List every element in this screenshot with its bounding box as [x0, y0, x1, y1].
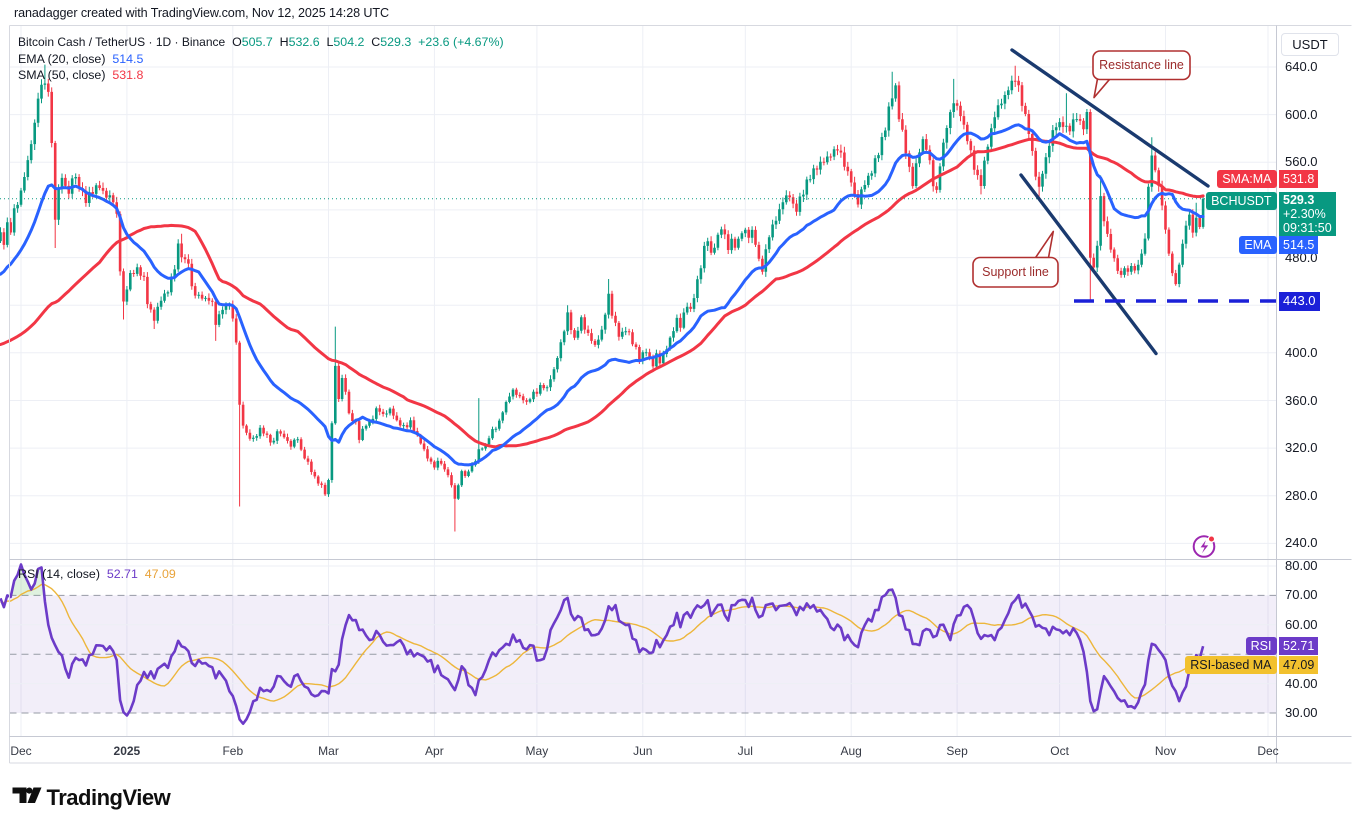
svg-text:TradingView: TradingView: [47, 785, 172, 810]
